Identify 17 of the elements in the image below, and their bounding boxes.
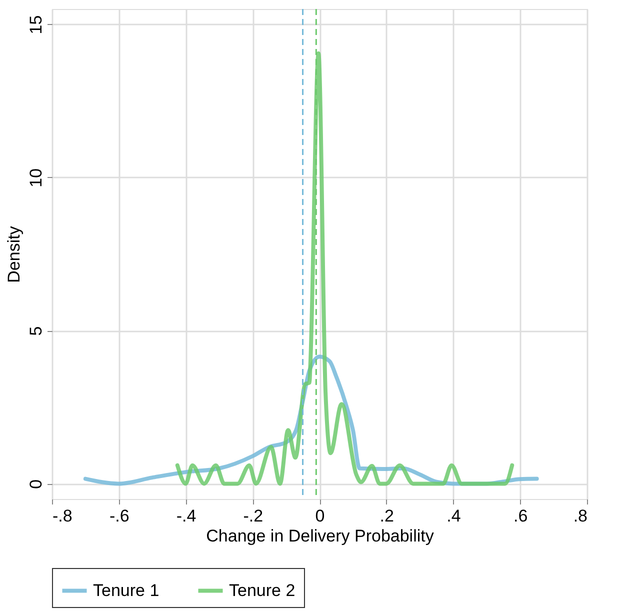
y-tick-label: 5 xyxy=(26,326,46,336)
x-tick-label: -.2 xyxy=(243,506,264,526)
x-tick-label: .6 xyxy=(514,506,528,526)
y-axis-title: Density xyxy=(4,226,24,283)
y-tick-label: 15 xyxy=(26,15,46,34)
x-tick-label: -.4 xyxy=(176,506,196,526)
x-tick-label: .4 xyxy=(446,506,461,526)
y-tick-label: 0 xyxy=(26,479,46,489)
x-tick-label: .8 xyxy=(573,506,588,526)
x-tick-label: -.6 xyxy=(109,506,130,526)
legend-label: Tenure 1 xyxy=(93,580,160,600)
x-tick-label: 0 xyxy=(315,506,325,526)
x-tick-label: .2 xyxy=(380,506,394,526)
x-tick-label: -.8 xyxy=(52,506,72,526)
x-axis-title: Change in Delivery Probability xyxy=(206,526,434,546)
y-tick-label: 10 xyxy=(26,168,46,188)
legend-label: Tenure 2 xyxy=(229,580,296,600)
